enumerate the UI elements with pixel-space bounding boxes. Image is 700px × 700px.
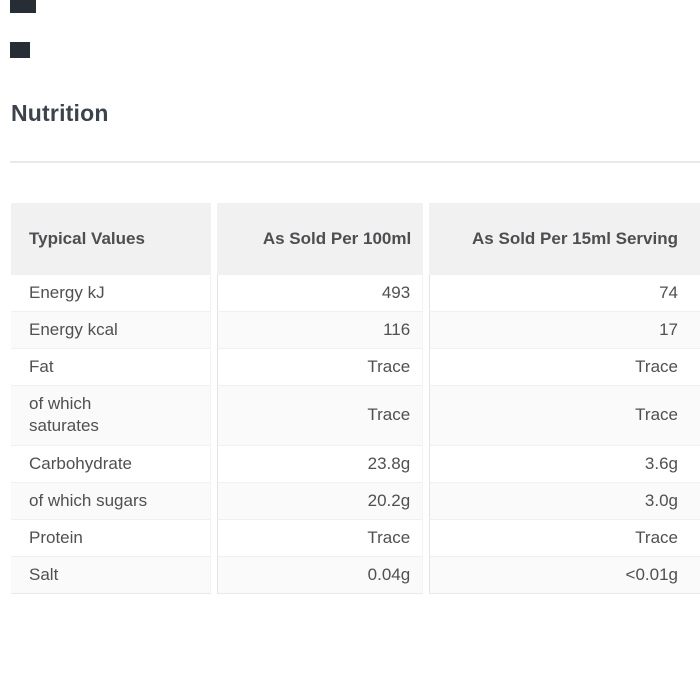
table-row-energy-kj: Energy kJ 493 74 [11, 275, 700, 313]
nutrition-section-heading: Nutrition [11, 100, 109, 126]
table-row-fat: Fat Trace Trace [11, 349, 700, 387]
row-label: of which saturates [11, 386, 211, 446]
row-label: Energy kJ [11, 275, 211, 313]
table-row-carbohydrate: Carbohydrate 23.8g 3.6g [11, 445, 700, 483]
clipped-dark-element-lower [10, 42, 30, 58]
row-label: Protein [11, 519, 211, 557]
column-header-per-15ml-serving: As Sold Per 15ml Serving [429, 203, 700, 276]
row-label: Carbohydrate [11, 445, 211, 483]
table-row-saturates: of which saturates Trace Trace [11, 386, 700, 446]
column-header-per-100ml: As Sold Per 100ml [216, 203, 424, 276]
value-per-15ml-serving: 3.0g [429, 482, 700, 520]
value-per-15ml-serving: Trace [429, 349, 700, 387]
row-label: Salt [11, 556, 211, 594]
row-label: Fat [11, 349, 211, 387]
table-row-energy-kcal: Energy kcal 116 17 [11, 312, 700, 350]
value-per-100ml: 20.2g [216, 482, 424, 520]
value-per-15ml-serving: Trace [429, 519, 700, 557]
nutrition-table: Typical Values As Sold Per 100ml As Sold… [5, 203, 700, 594]
value-per-100ml: 493 [216, 275, 424, 313]
section-divider [10, 161, 700, 163]
table-row-protein: Protein Trace Trace [11, 519, 700, 557]
value-per-15ml-serving: 74 [429, 275, 700, 313]
value-per-15ml-serving: 17 [429, 312, 700, 350]
value-per-100ml: Trace [216, 349, 424, 387]
value-per-100ml: Trace [216, 519, 424, 557]
value-per-15ml-serving: Trace [429, 386, 700, 446]
row-label: of which sugars [11, 482, 211, 520]
clipped-dark-element-top [10, 0, 36, 13]
table-row-sugars: of which sugars 20.2g 3.0g [11, 482, 700, 520]
row-label: Energy kcal [11, 312, 211, 350]
value-per-100ml: 23.8g [216, 445, 424, 483]
column-header-typical-values: Typical Values [11, 203, 211, 276]
value-per-15ml-serving: <0.01g [429, 556, 700, 594]
value-per-15ml-serving: 3.6g [429, 445, 700, 483]
value-per-100ml: 116 [216, 312, 424, 350]
value-per-100ml: 0.04g [216, 556, 424, 594]
table-row-salt: Salt 0.04g <0.01g [11, 556, 700, 594]
value-per-100ml: Trace [216, 386, 424, 446]
table-header-row: Typical Values As Sold Per 100ml As Sold… [11, 203, 700, 276]
